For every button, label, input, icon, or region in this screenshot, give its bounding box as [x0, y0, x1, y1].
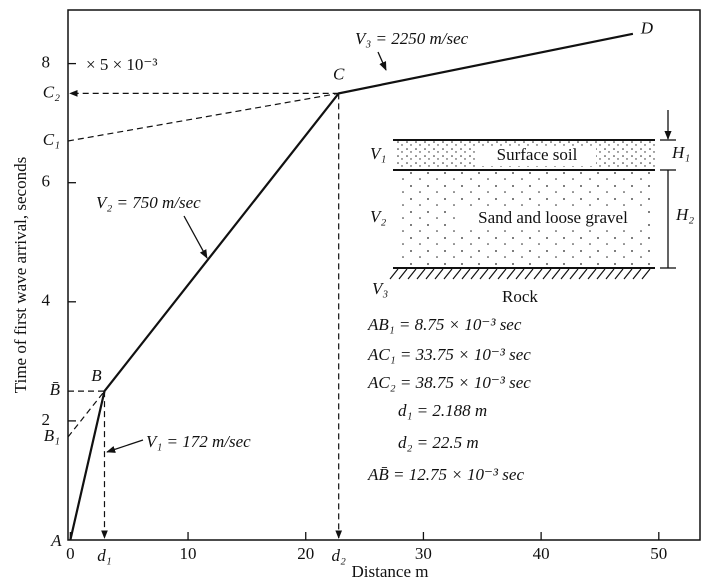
result: d₁ = 2.188 m — [398, 401, 487, 420]
label-arrow — [378, 52, 386, 70]
y-tick-label: 6 — [42, 172, 51, 191]
segment-label: V₁ = 172 m/sec — [146, 432, 251, 451]
result: AB₁ = 8.75 × 10⁻³ sec — [367, 315, 522, 334]
y-scale-note: × 5 × 10⁻³ — [86, 55, 158, 74]
point-label: C — [333, 64, 345, 83]
label-arrow — [107, 440, 143, 452]
y-marker-label: B₁ — [44, 426, 60, 445]
x-tick-label: 40 — [533, 544, 550, 563]
y-marker-label: C₁ — [43, 130, 60, 149]
point-label: A — [50, 531, 62, 550]
result: AC₂ = 38.75 × 10⁻³ sec — [367, 373, 531, 392]
layer-name: Sand and loose gravel — [478, 208, 628, 227]
segment-label: V₂ = 750 m/sec — [96, 193, 201, 212]
layer-velocity: V₃ — [372, 279, 388, 298]
x-marker-label: d₂ — [331, 546, 346, 565]
x-tick-label: 50 — [650, 544, 667, 563]
x-tick-label: 0 — [66, 544, 75, 563]
layer-velocity: V₁ — [370, 144, 386, 163]
plot-frame — [68, 10, 700, 540]
point-label: D — [640, 19, 654, 38]
y-axis-label: Time of first wave arrival, seconds — [11, 157, 30, 393]
layer-thickness: H₂ — [675, 205, 694, 224]
guide-line — [68, 93, 339, 141]
segment-label: V₃ = 2250 m/sec — [355, 29, 469, 48]
layer-velocity: V₂ — [370, 207, 386, 226]
result: AC₁ = 33.75 × 10⁻³ sec — [367, 345, 531, 364]
y-marker-label: C₂ — [43, 82, 60, 101]
x-tick-label: 10 — [180, 544, 197, 563]
x-tick-label: 20 — [297, 544, 314, 563]
rock-hatch — [390, 269, 650, 279]
y-marker-label: B̄ — [50, 380, 61, 399]
travel-time-line — [70, 34, 633, 540]
point-label: B — [91, 366, 102, 385]
layer-name: Rock — [502, 287, 538, 306]
result: AB̄ = 12.75 × 10⁻³ sec — [367, 465, 524, 484]
label-arrow — [184, 216, 207, 258]
chart: Time of first wave arrival, seconds Dist… — [0, 0, 712, 582]
y-tick-label: 8 — [42, 53, 51, 72]
x-axis-label: Distance m — [352, 562, 429, 581]
soil-profile: V₁ Surface soil V₂ Sand and loose gravel… — [370, 110, 694, 306]
layer-name: Surface soil — [497, 145, 578, 164]
results: AB₁ = 8.75 × 10⁻³ sec AC₁ = 33.75 × 10⁻³… — [367, 315, 531, 484]
y-tick-label: 4 — [42, 291, 51, 310]
result: d₂ = 22.5 m — [398, 433, 479, 452]
layer-thickness: H₁ — [671, 143, 690, 162]
x-tick-label: 30 — [415, 544, 432, 563]
x-marker-label: d₁ — [97, 546, 111, 565]
